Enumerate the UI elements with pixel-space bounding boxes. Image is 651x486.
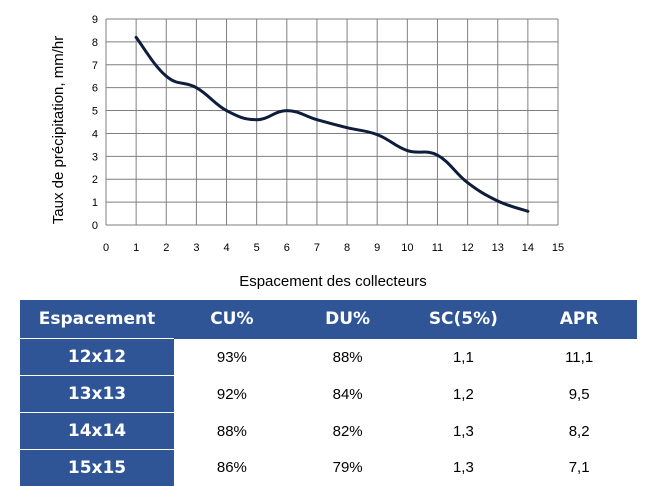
results-table: Espacement CU% DU% SC(5%) APR 12x12 93% …	[20, 300, 637, 486]
table-cell: 1,1	[406, 339, 522, 376]
y-axis-ticks: 0 1 2 3 4 5 6 7 8 9	[92, 14, 98, 232]
x-tick-label: 11	[432, 242, 443, 254]
x-axis-title: Espacement des collecteurs	[239, 273, 427, 290]
column-header: CU%	[174, 300, 290, 339]
x-tick-label: 0	[103, 242, 109, 254]
series-line	[136, 37, 528, 211]
x-tick-label: 3	[193, 242, 199, 254]
row-label: 13x13	[20, 376, 174, 413]
x-tick-label: 13	[492, 242, 504, 254]
x-tick-label: 6	[284, 242, 290, 254]
table-cell: 1,2	[406, 376, 522, 413]
y-tick-label: 0	[92, 220, 98, 232]
x-tick-label: 10	[401, 242, 413, 254]
y-tick-label: 4	[92, 128, 98, 140]
y-tick-label: 6	[92, 83, 98, 95]
y-tick-label: 1	[92, 197, 98, 209]
y-axis-title: Taux de précipitation, mm/hr	[50, 36, 67, 224]
table-cell: 88%	[174, 413, 290, 450]
table-row: 14x14 88% 82% 1,3 8,2	[20, 413, 637, 450]
column-header: Espacement	[20, 300, 174, 339]
x-tick-label: 8	[344, 242, 350, 254]
table-cell: 84%	[290, 376, 406, 413]
table-cell: 11,1	[521, 339, 637, 376]
row-label: 14x14	[20, 413, 174, 450]
table-cell: 1,3	[406, 413, 522, 450]
x-tick-label: 15	[552, 242, 564, 254]
row-label: 12x12	[20, 339, 174, 376]
x-tick-label: 5	[254, 242, 260, 254]
x-tick-label: 9	[374, 242, 380, 254]
chart-grid	[106, 19, 558, 225]
y-tick-label: 5	[92, 106, 98, 118]
table-cell: 8,2	[521, 413, 637, 450]
x-tick-label: 1	[133, 242, 139, 254]
x-tick-label: 4	[223, 242, 229, 254]
table-row: 12x12 93% 88% 1,1 11,1	[20, 339, 637, 376]
x-tick-label: 7	[314, 242, 320, 254]
x-tick-label: 2	[163, 242, 169, 254]
y-tick-label: 7	[92, 60, 98, 72]
table-cell: 93%	[174, 339, 290, 376]
column-header: SC(5%)	[406, 300, 522, 339]
y-tick-label: 8	[92, 37, 98, 49]
table-row: 13x13 92% 84% 1,2 9,5	[20, 376, 637, 413]
table-cell: 9,5	[521, 376, 637, 413]
y-tick-label: 9	[92, 14, 98, 26]
column-header: APR	[521, 300, 637, 339]
x-tick-label: 14	[522, 242, 534, 254]
table-header-row: Espacement CU% DU% SC(5%) APR	[20, 300, 637, 339]
table-cell: 82%	[290, 413, 406, 450]
table-cell: 88%	[290, 339, 406, 376]
y-tick-label: 2	[92, 174, 98, 186]
table-cell: 92%	[174, 376, 290, 413]
column-header: DU%	[290, 300, 406, 339]
y-tick-label: 3	[92, 151, 98, 163]
x-tick-label: 12	[461, 242, 473, 254]
